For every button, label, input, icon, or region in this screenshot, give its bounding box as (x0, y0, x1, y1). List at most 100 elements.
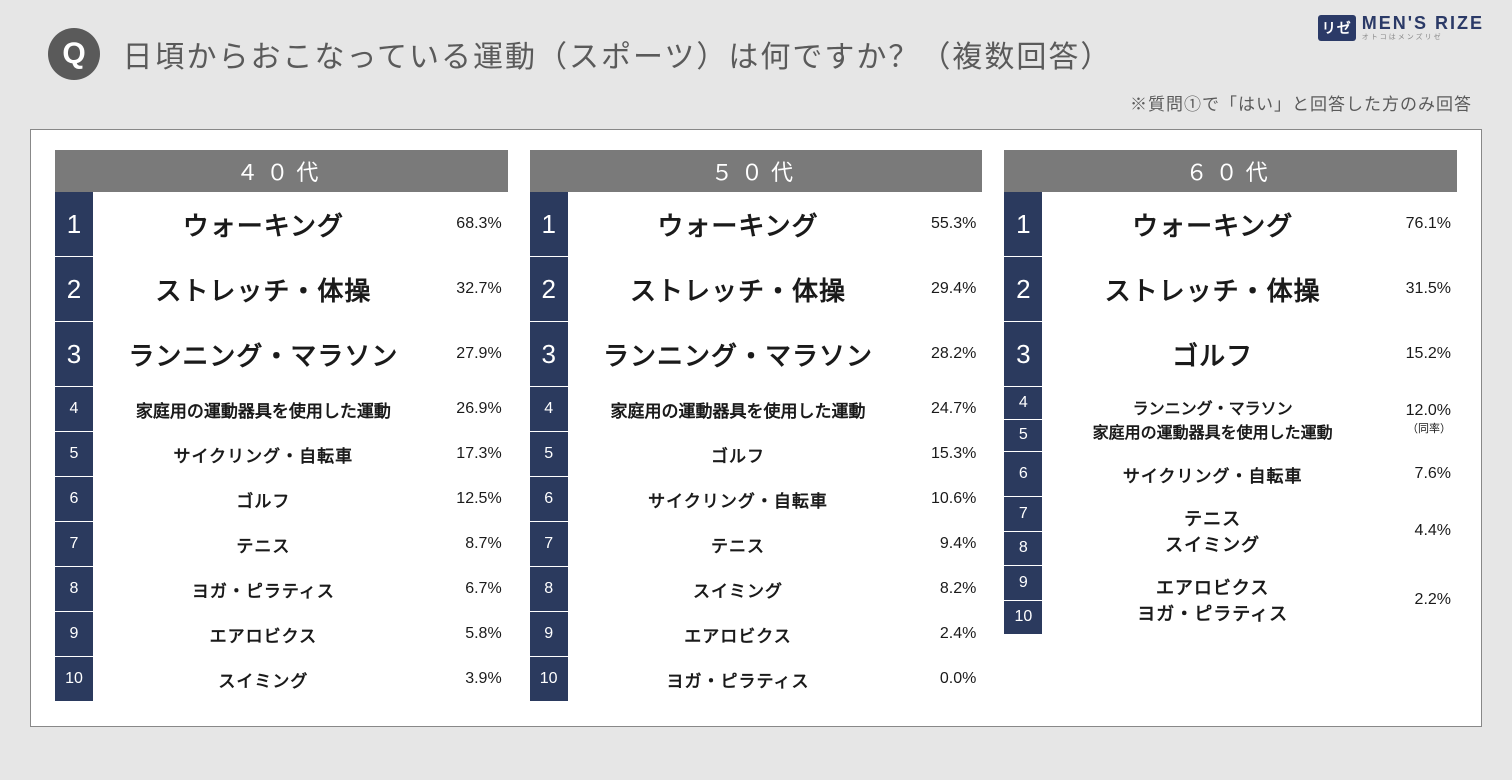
percent-cell: 10.6% (908, 477, 982, 521)
percent-cell: 6.7% (434, 567, 508, 611)
table-row: 3 ゴルフ 15.2% (1004, 322, 1457, 387)
percent-value: 28.2% (931, 345, 976, 363)
percent-cell: 4.4% (1383, 497, 1457, 565)
rank-cell: 3 (1004, 322, 1042, 386)
label-cell: ヨガ・ピラティス (568, 657, 909, 701)
percent-value: 12.0% (1406, 402, 1451, 420)
ranking-column: ６０代1ウォーキング76.1%2ストレッチ・体操31.5%3ゴルフ15.2%45… (1004, 150, 1457, 702)
percent-cell: 26.9% (434, 387, 508, 431)
table-row: 1ウォーキング68.3% (55, 192, 508, 257)
table-row: 4 家庭用の運動器具を使用した運動 24.7% (530, 387, 983, 432)
label-cell: ウォーキング (568, 192, 909, 256)
rank-cell: 5 (530, 432, 568, 476)
rank-cell: 10 (530, 657, 568, 701)
label-cell: ランニング・マラソン (93, 322, 434, 386)
rank-cell: 2 (1004, 257, 1042, 321)
activity-label: ランニング・マラソン (128, 336, 398, 373)
table-row: 6 サイクリング・自転車 10.6% (530, 477, 983, 522)
rank-cell: 1 (530, 192, 568, 256)
activity-label: テニス (1184, 505, 1241, 531)
column-header: ６０代 (1004, 150, 1457, 192)
percent-value: 9.4% (940, 535, 976, 553)
activity-label: ゴルフ (236, 487, 290, 512)
percent-value: 8.7% (465, 535, 501, 553)
table-row: 2 ストレッチ・体操 31.5% (1004, 257, 1457, 322)
table-row: 45ランニング・マラソン家庭用の運動器具を使用した運動12.0%（同率） (1004, 387, 1457, 452)
label-cell: ウォーキング (93, 192, 434, 256)
table-row: 3ランニング・マラソン28.2% (530, 322, 983, 387)
activity-label: ランニング・マラソン (1133, 395, 1293, 419)
activity-label: エアロビクス (684, 622, 792, 647)
activity-label: 家庭用の運動器具を使用した運動 (136, 397, 391, 422)
percent-cell: 7.6% (1383, 452, 1457, 496)
label-cell: エアロビクスヨガ・ピラティス (1042, 566, 1383, 634)
activity-label: テニス (236, 532, 290, 557)
rank-cell: 7 (1004, 497, 1042, 532)
ranking-column: ４０代1ウォーキング68.3%2ストレッチ・体操32.7%3ランニング・マラソン… (55, 150, 508, 702)
activity-label: 家庭用の運動器具を使用した運動 (611, 397, 866, 422)
label-cell: テニス (568, 522, 909, 566)
activity-label: 家庭用の運動器具を使用した運動 (1093, 419, 1333, 443)
rank-cell: 3 (55, 322, 93, 386)
table-row: 10ヨガ・ピラティス 0.0% (530, 657, 983, 702)
activity-label: ウォーキング (657, 206, 818, 243)
activity-label: サイクリング・自転車 (174, 442, 354, 467)
percent-cell: 2.2% (1383, 566, 1457, 634)
rank-stack: 78 (1004, 497, 1042, 565)
rank-cell: 8 (530, 567, 568, 611)
table-row: 10スイミング3.9% (55, 657, 508, 702)
table-row: 1 ウォーキング 55.3% (530, 192, 983, 257)
activity-label: ストレッチ・体操 (1105, 271, 1321, 308)
brand-main: MEN'S RIZE (1362, 14, 1484, 32)
activity-label: ウォーキング (1132, 206, 1293, 243)
label-cell: ゴルフ (93, 477, 434, 521)
rank-cell: 4 (530, 387, 568, 431)
percent-value: 0.0% (940, 670, 976, 688)
note: ※質問①で「はい」と回答した方のみ回答 (0, 90, 1512, 123)
brand-badge: リゼ (1318, 15, 1356, 41)
label-cell: テニス (93, 522, 434, 566)
rank-cell: 1 (1004, 192, 1042, 256)
rank-cell: 6 (530, 477, 568, 521)
activity-label: ランニング・マラソン (603, 336, 873, 373)
percent-cell: 31.5% (1383, 257, 1457, 321)
rank-cell: 8 (55, 567, 93, 611)
rank-cell: 9 (55, 612, 93, 656)
percent-value: 26.9% (456, 400, 501, 418)
table-row: 8スイミング8.2% (530, 567, 983, 612)
table-row: 3ランニング・マラソン27.9% (55, 322, 508, 387)
rank-cell: 10 (55, 657, 93, 701)
activity-label: サイクリング・自転車 (648, 487, 828, 512)
rank-cell: 5 (1004, 420, 1042, 452)
brand-sub: オトコはメンズリゼ (1362, 34, 1484, 41)
percent-value: 15.2% (1406, 345, 1451, 363)
percent-cell: 8.7% (434, 522, 508, 566)
column-header: ５０代 (530, 150, 983, 192)
table-row: 4家庭用の運動器具を使用した運動26.9% (55, 387, 508, 432)
activity-label: サイクリング・自転車 (1123, 462, 1303, 487)
table-row: 6 ゴルフ 12.5% (55, 477, 508, 522)
percent-value: 12.5% (456, 490, 501, 508)
label-cell: エアロビクス (568, 612, 909, 656)
rank-cell: 1 (55, 192, 93, 256)
percent-value: 31.5% (1406, 280, 1451, 298)
table-row: 9エアロビクス2.4% (530, 612, 983, 657)
rank-cell: 8 (1004, 532, 1042, 566)
column-header: ４０代 (55, 150, 508, 192)
percent-value: 55.3% (931, 215, 976, 233)
percent-cell: 15.2% (1383, 322, 1457, 386)
rank-stack: 910 (1004, 566, 1042, 634)
percent-value: 29.4% (931, 280, 976, 298)
rank-cell: 7 (55, 522, 93, 566)
activity-label: ゴルフ (1172, 336, 1253, 373)
rank-cell: 5 (55, 432, 93, 476)
table-row: 7 テニス 8.7% (55, 522, 508, 567)
ranking-column: ５０代1ウォーキング55.3%2ストレッチ・体操29.4%3ランニング・マラソン… (530, 150, 983, 702)
percent-cell: 0.0% (908, 657, 982, 701)
percent-cell: 8.2% (908, 567, 982, 611)
label-cell: ランニング・マラソン (568, 322, 909, 386)
percent-cell: 68.3% (434, 192, 508, 256)
percent-value: 24.7% (931, 400, 976, 418)
rank-cell: 6 (55, 477, 93, 521)
rank-cell: 7 (530, 522, 568, 566)
